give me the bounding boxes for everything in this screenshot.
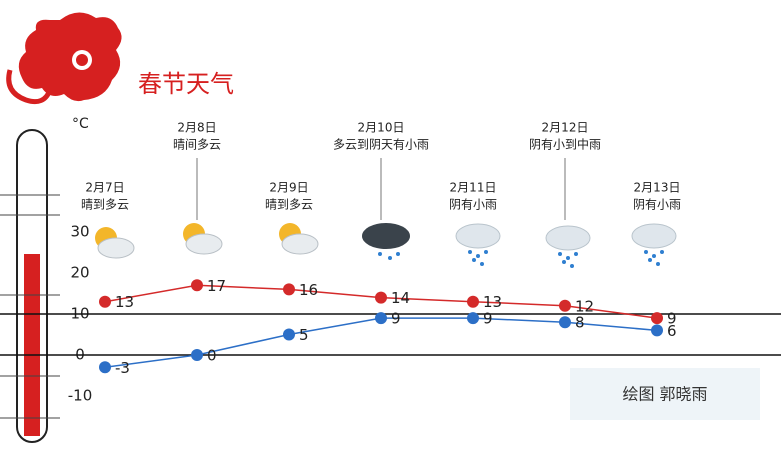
value-label: 13 [483, 293, 502, 311]
value-label: -3 [115, 359, 130, 377]
data-point [375, 312, 387, 325]
y-tick-label: -10 [68, 387, 93, 405]
value-label: 9 [667, 310, 677, 328]
weather-desc: 晴间多云 [173, 138, 221, 152]
value-label: 9 [483, 310, 493, 328]
weather-desc: 阴有小雨 [633, 198, 681, 212]
weather-icons [94, 222, 677, 269]
credit-box [570, 368, 760, 420]
y-tick-label: 20 [70, 264, 89, 282]
data-point [191, 279, 203, 292]
value-label: 14 [391, 289, 410, 307]
date-label: 2月9日 [269, 181, 308, 195]
value-label: 8 [575, 314, 585, 332]
value-label: 9 [391, 310, 401, 328]
credit: 绘图 郭晓雨 [622, 385, 707, 404]
thermometer [0, 129, 60, 443]
weather-desc: 晴到多云 [81, 198, 129, 212]
data-point [467, 312, 479, 325]
date-label: 2月8日 [177, 121, 216, 135]
date-label: 2月11日 [450, 181, 497, 195]
y-tick-label: 30 [70, 223, 89, 241]
weather-desc: 多云到阴天有小雨 [333, 138, 429, 152]
date-label: 2月12日 [542, 121, 589, 135]
weather-desc: 晴到多云 [265, 198, 313, 212]
y-unit: °C [72, 116, 89, 132]
data-point [559, 299, 571, 312]
monkey-papercut [6, 12, 122, 105]
weather-desc: 阴有小到中雨 [529, 137, 601, 152]
value-label: 16 [299, 281, 318, 299]
data-point [191, 349, 203, 361]
data-point [283, 328, 295, 341]
date-label: 2月13日 [634, 181, 681, 195]
data-point [283, 283, 295, 296]
value-label: 5 [299, 326, 309, 344]
value-label: 13 [115, 293, 134, 311]
data-point [467, 295, 479, 308]
data-point [99, 295, 111, 308]
date-label: 2月7日 [85, 181, 124, 195]
data-point [99, 361, 111, 374]
chart-title: 春节天气 [138, 70, 234, 98]
data-point [651, 324, 663, 337]
data-point [375, 291, 387, 304]
date-label: 2月10日 [358, 121, 405, 135]
value-label: 12 [575, 297, 594, 315]
weather-desc: 阴有小雨 [449, 198, 497, 212]
value-label: 17 [207, 277, 226, 295]
value-label: 0 [207, 347, 217, 365]
data-point [651, 312, 663, 325]
data-point [559, 316, 571, 329]
value-label: 6 [667, 322, 677, 340]
